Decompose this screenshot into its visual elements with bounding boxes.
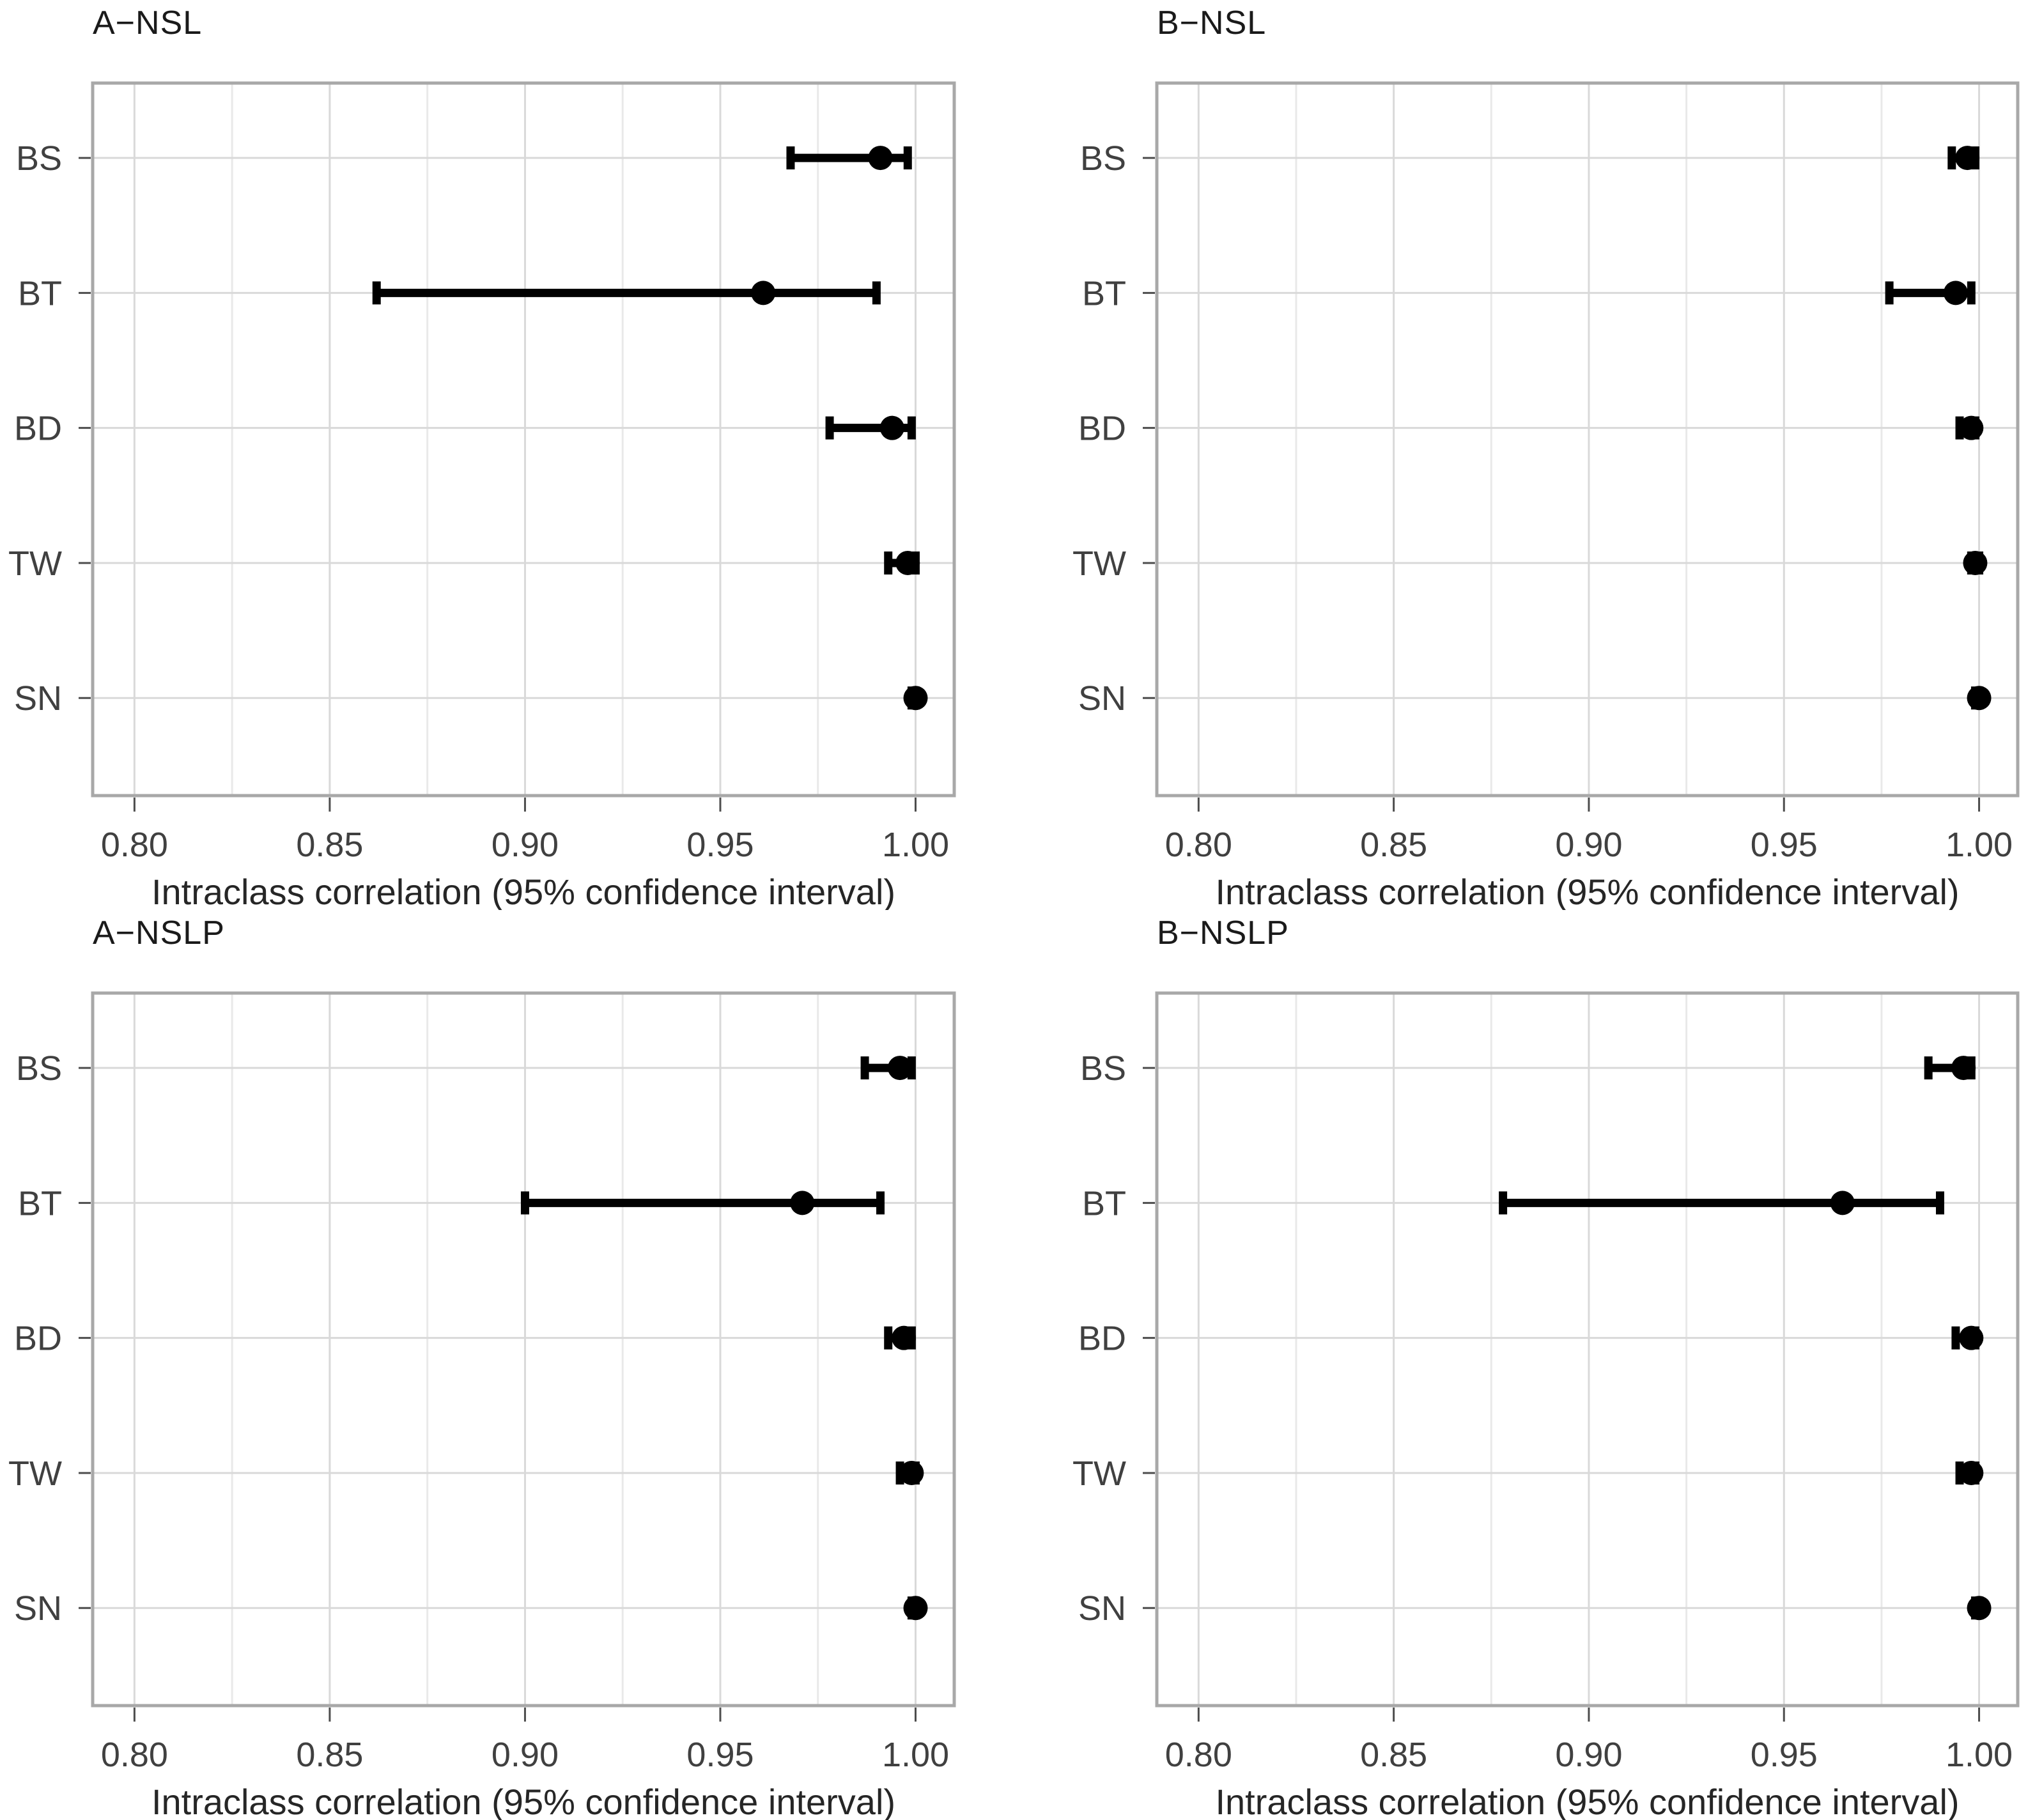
x-axis-title: Intraclass correlation (95% confidence i…: [1215, 1782, 1959, 1820]
y-category-label-sn: SN: [14, 1589, 62, 1628]
x-tick-label: 0.80: [101, 826, 168, 864]
x-tick-label: 0.85: [1360, 1736, 1427, 1774]
y-category-label-tw: TW: [8, 544, 62, 583]
data-point-bs: [1951, 1056, 1976, 1081]
data-point-bs: [868, 146, 893, 171]
panel-border: [91, 81, 956, 798]
data-point-bt: [1830, 1191, 1855, 1215]
data-point-bd: [892, 1325, 917, 1350]
x-tick-label: 0.95: [686, 1736, 754, 1774]
y-category-label-bs: BS: [1080, 1049, 1126, 1088]
y-category-label-bd: BD: [1078, 1320, 1126, 1358]
data-point-tw: [1963, 550, 1988, 575]
x-axis-title: Intraclass correlation (95% confidence i…: [151, 872, 895, 910]
x-tick-label: 0.90: [491, 1736, 559, 1774]
data-point-bt: [751, 281, 776, 305]
panel-border: [1155, 81, 2020, 798]
y-category-label-bd: BD: [14, 1320, 62, 1358]
panel-chart-a-nsl: 0.80 0.85 0.90 0.95 1.00 BS BT BD TW SN Intraclass…: [8, 81, 956, 910]
y-category-label-bt: BT: [18, 274, 62, 312]
panel-a-nsl: A−NSL 0.80 0.85 0.90 0.95 1.00 BS BT BD TW SN Intr…: [0, 0, 1018, 910]
x-tick-label: 1.00: [882, 826, 949, 864]
x-tick-label: 0.80: [1165, 826, 1232, 864]
panel-border: [91, 991, 956, 1708]
panel-b-nslp: B−NSLP 0.80 0.85 0.90 0.95 1.00 BS BT BD TW SN Int…: [1018, 910, 2035, 1820]
y-category-label-bd: BD: [1078, 410, 1126, 448]
panel-chart-b-nsl: 0.80 0.85 0.90 0.95 1.00 BS BT BD TW SN Intraclass…: [1072, 81, 2020, 910]
y-category-label-sn: SN: [1078, 679, 1126, 718]
panel-b-nsl: B−NSL 0.80 0.85 0.90 0.95 1.00 BS BT BD TW SN Intr…: [1018, 0, 2035, 910]
data-point-bd: [879, 415, 904, 440]
data-point-sn: [1967, 686, 1992, 711]
data-point-bt: [1943, 281, 1968, 305]
y-category-label-tw: TW: [1072, 544, 1126, 583]
data-point-sn: [903, 1596, 928, 1621]
data-point-bd: [1959, 1325, 1984, 1350]
x-tick-label: 0.90: [1555, 826, 1622, 864]
data-point-bt: [790, 1191, 815, 1215]
y-category-label-bt: BT: [1082, 1184, 1126, 1222]
y-category-label-tw: TW: [1072, 1454, 1126, 1493]
data-point-tw: [899, 1460, 924, 1485]
data-point-tw: [895, 550, 920, 575]
data-point-bs: [1955, 146, 1980, 171]
y-category-label-tw: TW: [8, 1454, 62, 1493]
panel-border: [1155, 991, 2020, 1708]
y-category-label-sn: SN: [1078, 1589, 1126, 1628]
panel-title: A−NSLP: [93, 914, 225, 952]
data-point-sn: [903, 686, 928, 711]
y-category-label-sn: SN: [14, 679, 62, 718]
panel-chart-b-nslp: 0.80 0.85 0.90 0.95 1.00 BS BT BD TW SN Intraclass…: [1072, 991, 2020, 1820]
data-point-bd: [1959, 415, 1984, 440]
y-category-label-bt: BT: [1082, 274, 1126, 312]
data-point-bs: [888, 1056, 913, 1081]
panel-title: B−NSLP: [1157, 914, 1289, 952]
x-axis-title: Intraclass correlation (95% confidence i…: [1215, 872, 1959, 910]
x-tick-label: 0.80: [101, 1736, 168, 1774]
x-tick-label: 0.95: [1751, 826, 1818, 864]
y-category-label-bt: BT: [18, 1184, 62, 1222]
y-category-label-bs: BS: [1080, 139, 1126, 178]
panel-title: B−NSL: [1157, 4, 1267, 42]
x-tick-label: 0.90: [491, 826, 559, 864]
x-axis-title: Intraclass correlation (95% confidence i…: [151, 1782, 895, 1820]
x-tick-label: 0.90: [1555, 1736, 1622, 1774]
panel-a-nslp: A−NSLP 0.80 0.85 0.90 0.95 1.00 BS BT BD TW SN Int…: [0, 910, 1018, 1820]
x-tick-label: 1.00: [1946, 1736, 2013, 1774]
x-tick-label: 0.85: [296, 1736, 363, 1774]
x-tick-label: 0.85: [296, 826, 363, 864]
y-category-label-bs: BS: [16, 139, 62, 178]
panel-title: A−NSL: [93, 4, 203, 42]
x-tick-label: 0.95: [686, 826, 754, 864]
x-tick-label: 1.00: [1946, 826, 2013, 864]
panel-chart-a-nslp: 0.80 0.85 0.90 0.95 1.00 BS BT BD TW SN Intraclass…: [8, 991, 956, 1820]
y-category-label-bd: BD: [14, 410, 62, 448]
x-tick-label: 1.00: [882, 1736, 949, 1774]
y-category-label-bs: BS: [16, 1049, 62, 1088]
data-point-sn: [1967, 1596, 1992, 1621]
x-tick-label: 0.80: [1165, 1736, 1232, 1774]
x-tick-label: 0.95: [1751, 1736, 1818, 1774]
x-tick-label: 0.85: [1360, 826, 1427, 864]
data-point-tw: [1959, 1460, 1984, 1485]
